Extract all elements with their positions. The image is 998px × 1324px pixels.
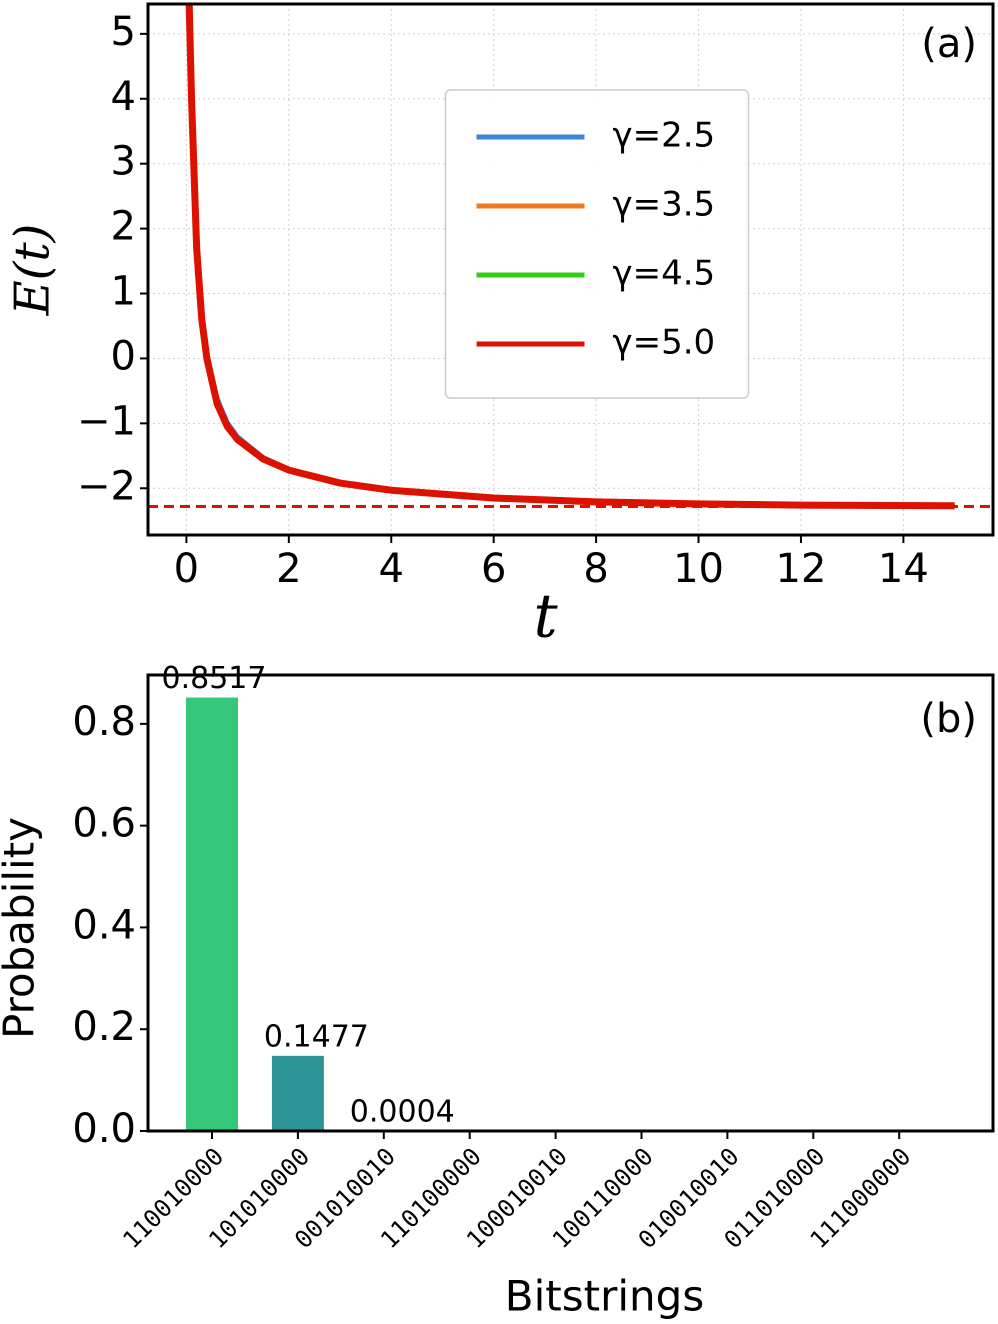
legend-label: γ=2.5 — [613, 116, 716, 156]
x-axis-label: t — [533, 582, 558, 652]
legend-label: γ=5.0 — [613, 323, 716, 363]
y-tick-label: 0.0 — [72, 1106, 136, 1152]
data-label: 0.0004 — [350, 1094, 455, 1129]
legend-box — [444, 89, 750, 399]
y-axis-label: E(t) — [5, 224, 61, 317]
data-label: 0.1477 — [264, 1019, 369, 1054]
x-tick-label: 8 — [583, 546, 608, 592]
x-tick-label: 12 — [776, 546, 827, 592]
y-tick-label: 0.8 — [72, 699, 136, 745]
panel-label: (b) — [920, 696, 977, 742]
y-tick-label: −1 — [77, 398, 136, 444]
y-axis-label: Probability — [0, 817, 44, 1039]
y-tick-label: 0 — [111, 333, 136, 379]
line-series — [185, 4, 955, 510]
legend-label: γ=4.5 — [613, 254, 716, 294]
x-tick-label: 0 — [174, 546, 199, 592]
plot-area — [185, 4, 955, 510]
bar — [186, 697, 238, 1131]
axes-frame — [146, 673, 995, 1133]
y-tick-label: 0.2 — [72, 1004, 136, 1050]
y-tick-label: 4 — [111, 74, 136, 120]
panel-label: (a) — [921, 21, 977, 67]
x-tick-label: 6 — [481, 546, 506, 592]
bar — [271, 1055, 324, 1131]
x-tick-label: 10 — [673, 546, 724, 592]
y-tick-label: 3 — [111, 139, 136, 185]
axes-frame — [146, 2, 995, 537]
y-tick-label: 0.6 — [72, 801, 136, 847]
y-tick-label: 5 — [111, 9, 136, 55]
data-label: 0.8517 — [162, 661, 267, 696]
x-tick-label: 2 — [276, 546, 301, 592]
legend-label: γ=3.5 — [613, 185, 716, 225]
y-tick-label: −2 — [77, 463, 136, 509]
y-tick-label: 1 — [111, 269, 136, 315]
x-tick-label: 4 — [379, 546, 404, 592]
x-tick-label: 14 — [878, 546, 929, 592]
y-tick-label: 0.4 — [72, 902, 136, 948]
x-axis-label: Bitstrings — [505, 1272, 704, 1321]
y-tick-label: 2 — [111, 204, 136, 250]
